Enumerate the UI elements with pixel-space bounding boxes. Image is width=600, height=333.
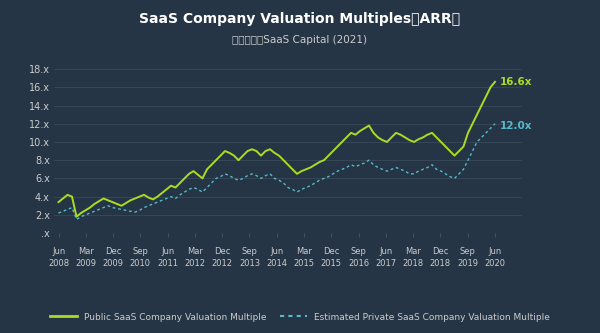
Text: 2009: 2009 bbox=[75, 259, 96, 268]
Text: 2012: 2012 bbox=[184, 259, 205, 268]
Text: Dec: Dec bbox=[214, 247, 230, 256]
Text: 12.0x: 12.0x bbox=[499, 122, 532, 132]
Text: 2008: 2008 bbox=[48, 259, 69, 268]
Text: Mar: Mar bbox=[296, 247, 312, 256]
Text: Sep: Sep bbox=[350, 247, 367, 256]
Text: Mar: Mar bbox=[78, 247, 94, 256]
Text: 2009: 2009 bbox=[103, 259, 124, 268]
Text: Sep: Sep bbox=[242, 247, 257, 256]
Text: 2019: 2019 bbox=[457, 259, 478, 268]
Text: 16.6x: 16.6x bbox=[499, 77, 532, 87]
Text: 2016: 2016 bbox=[348, 259, 369, 268]
Text: 2013: 2013 bbox=[239, 259, 260, 268]
Text: 2018: 2018 bbox=[430, 259, 451, 268]
Text: 資料來源：SaaS Capital (2021): 資料來源：SaaS Capital (2021) bbox=[233, 35, 367, 45]
Text: 2015: 2015 bbox=[321, 259, 342, 268]
Text: Jun: Jun bbox=[488, 247, 502, 256]
Legend: Public SaaS Company Valuation Multiple, Estimated Private SaaS Company Valuation: Public SaaS Company Valuation Multiple, … bbox=[46, 309, 554, 325]
Text: 2011: 2011 bbox=[157, 259, 178, 268]
Text: Dec: Dec bbox=[323, 247, 340, 256]
Text: Mar: Mar bbox=[187, 247, 203, 256]
Text: 2020: 2020 bbox=[485, 259, 505, 268]
Text: 2012: 2012 bbox=[212, 259, 233, 268]
Text: Jun: Jun bbox=[270, 247, 283, 256]
Text: Dec: Dec bbox=[105, 247, 121, 256]
Text: Dec: Dec bbox=[432, 247, 449, 256]
Text: 2014: 2014 bbox=[266, 259, 287, 268]
Text: Jun: Jun bbox=[52, 247, 65, 256]
Text: Jun: Jun bbox=[379, 247, 392, 256]
Text: Jun: Jun bbox=[161, 247, 174, 256]
Text: Sep: Sep bbox=[133, 247, 148, 256]
Text: Mar: Mar bbox=[405, 247, 421, 256]
Text: 2015: 2015 bbox=[293, 259, 314, 268]
Text: 2010: 2010 bbox=[130, 259, 151, 268]
Text: 2017: 2017 bbox=[376, 259, 397, 268]
Text: Sep: Sep bbox=[460, 247, 476, 256]
Text: SaaS Company Valuation Multiples（ARR）: SaaS Company Valuation Multiples（ARR） bbox=[139, 12, 461, 26]
Text: 2018: 2018 bbox=[403, 259, 424, 268]
